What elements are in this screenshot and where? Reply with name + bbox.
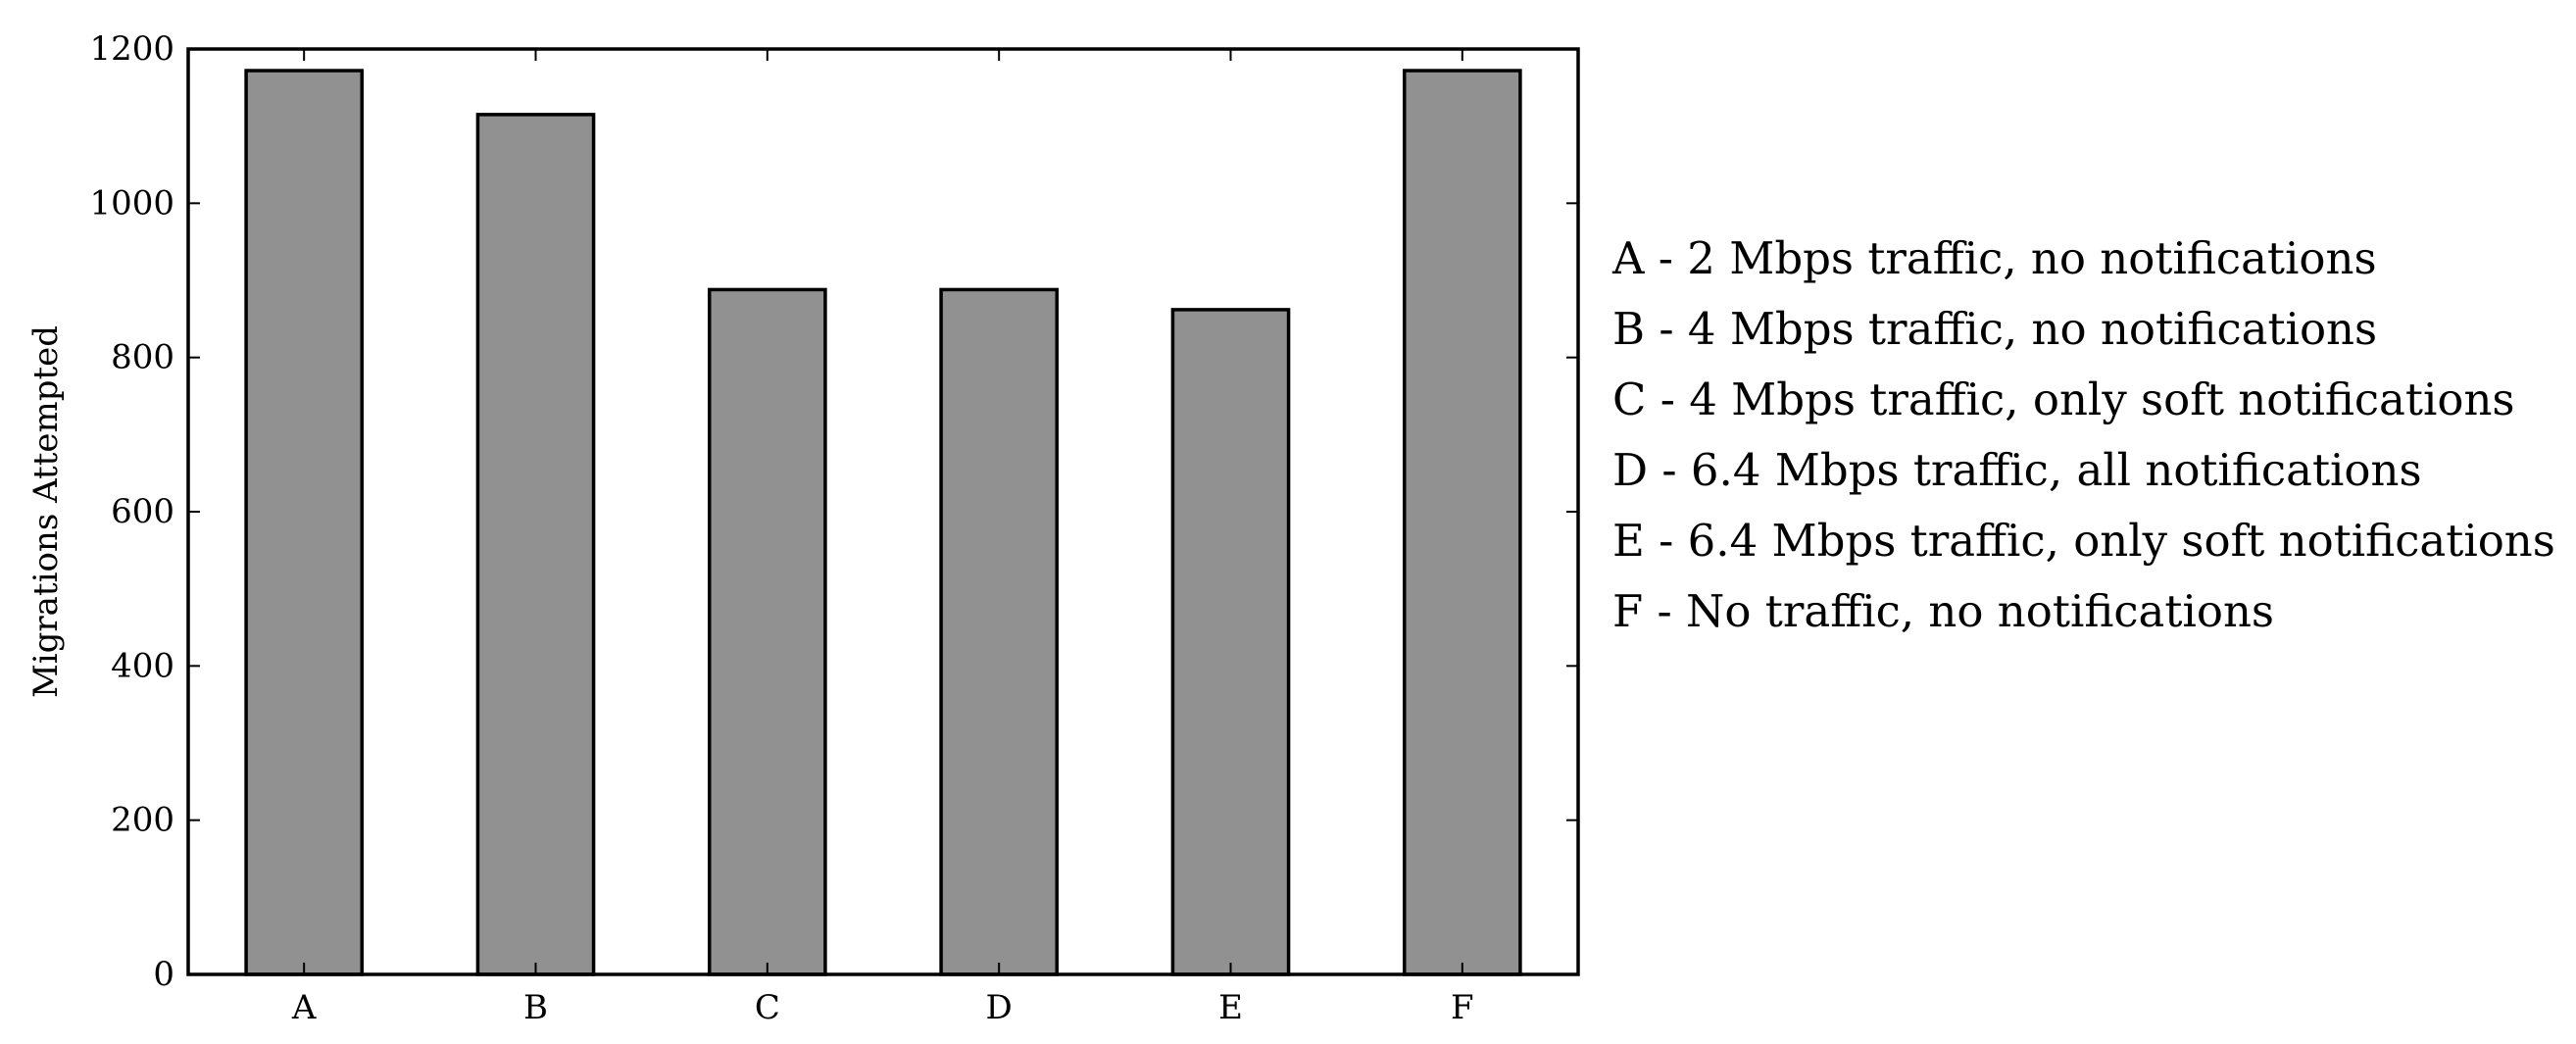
- y-tick-label: 1000: [89, 183, 174, 223]
- legend-item-C: C - 4 Mbps traffic, only soft notificati…: [1612, 373, 2515, 425]
- bar-C: [708, 287, 827, 976]
- x-tick-label: E: [1218, 988, 1243, 1027]
- legend-item-F: F - No traffic, no notifications: [1612, 585, 2275, 637]
- x-tick-label: B: [523, 988, 548, 1027]
- bar-F: [1403, 69, 1522, 976]
- bar-E: [1170, 308, 1291, 976]
- y-tick-label: 0: [153, 955, 174, 994]
- y-axis-label: Migrations Attempted: [26, 325, 66, 698]
- y-tick-label: 200: [111, 801, 174, 840]
- x-tick-label: F: [1451, 988, 1474, 1027]
- y-tick-label: 1200: [89, 29, 174, 69]
- legend-item-D: D - 6.4 Mbps traffic, all notifications: [1612, 444, 2422, 496]
- plot-frame: [186, 47, 1580, 976]
- x-tick-label: A: [291, 988, 317, 1027]
- y-tick-label: 800: [111, 338, 174, 377]
- y-tick-label: 400: [111, 646, 174, 685]
- y-tick-label: 600: [111, 492, 174, 531]
- legend-item-B: B - 4 Mbps traffic, no notifications: [1612, 303, 2378, 355]
- x-tick-label: C: [755, 988, 780, 1027]
- category-legend: A - 2 Mbps traffic, no notifications B - …: [1612, 224, 2555, 647]
- bar-D: [939, 287, 1059, 976]
- legend-item-E: E - 6.4 Mbps traffic, only soft notifica…: [1612, 515, 2555, 567]
- x-tick-label: D: [986, 988, 1013, 1027]
- legend-item-A: A - 2 Mbps traffic, no notifications: [1612, 232, 2377, 284]
- bar-A: [244, 69, 364, 976]
- bar-B: [475, 113, 596, 976]
